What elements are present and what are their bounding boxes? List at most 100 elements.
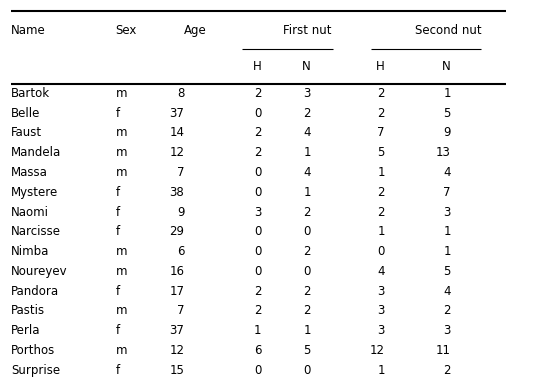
Text: Perla: Perla xyxy=(11,324,41,337)
Text: 4: 4 xyxy=(303,127,311,139)
Text: 12: 12 xyxy=(169,146,184,159)
Text: Porthos: Porthos xyxy=(11,344,55,357)
Text: 6: 6 xyxy=(254,344,261,357)
Text: N: N xyxy=(302,60,311,73)
Text: Second nut: Second nut xyxy=(415,24,482,37)
Text: 1: 1 xyxy=(254,324,261,337)
Text: 1: 1 xyxy=(443,225,451,238)
Text: 8: 8 xyxy=(177,87,184,100)
Text: 1: 1 xyxy=(377,166,385,179)
Text: 0: 0 xyxy=(304,225,311,238)
Text: H: H xyxy=(376,60,385,73)
Text: 6: 6 xyxy=(177,245,184,258)
Text: 4: 4 xyxy=(377,265,385,278)
Text: Name: Name xyxy=(11,24,46,37)
Text: f: f xyxy=(116,107,120,120)
Text: 2: 2 xyxy=(377,186,385,199)
Text: f: f xyxy=(116,186,120,199)
Text: 1: 1 xyxy=(377,225,385,238)
Text: Massa: Massa xyxy=(11,166,48,179)
Text: 2: 2 xyxy=(303,206,311,218)
Text: 2: 2 xyxy=(303,285,311,298)
Text: Mandela: Mandela xyxy=(11,146,61,159)
Text: N: N xyxy=(442,60,451,73)
Text: 5: 5 xyxy=(378,146,385,159)
Text: m: m xyxy=(116,166,127,179)
Text: f: f xyxy=(116,285,120,298)
Text: Naomi: Naomi xyxy=(11,206,49,218)
Text: 1: 1 xyxy=(303,186,311,199)
Text: 7: 7 xyxy=(443,186,451,199)
Text: Mystere: Mystere xyxy=(11,186,58,199)
Text: m: m xyxy=(116,87,127,100)
Text: 0: 0 xyxy=(254,245,261,258)
Text: Nimba: Nimba xyxy=(11,245,49,258)
Text: 2: 2 xyxy=(254,304,261,317)
Text: 1: 1 xyxy=(377,364,385,377)
Text: 15: 15 xyxy=(169,364,184,377)
Text: 7: 7 xyxy=(177,304,184,317)
Text: m: m xyxy=(116,304,127,317)
Text: 2: 2 xyxy=(254,127,261,139)
Text: 0: 0 xyxy=(378,245,385,258)
Text: 37: 37 xyxy=(169,107,184,120)
Text: 16: 16 xyxy=(169,265,184,278)
Text: f: f xyxy=(116,364,120,377)
Text: 4: 4 xyxy=(443,166,451,179)
Text: Surprise: Surprise xyxy=(11,364,60,377)
Text: m: m xyxy=(116,127,127,139)
Text: m: m xyxy=(116,245,127,258)
Text: 2: 2 xyxy=(443,304,451,317)
Text: m: m xyxy=(116,344,127,357)
Text: 2: 2 xyxy=(377,87,385,100)
Text: Pandora: Pandora xyxy=(11,285,59,298)
Text: 14: 14 xyxy=(169,127,184,139)
Text: 4: 4 xyxy=(443,285,451,298)
Text: Bartok: Bartok xyxy=(11,87,50,100)
Text: f: f xyxy=(116,225,120,238)
Text: 2: 2 xyxy=(377,206,385,218)
Text: 1: 1 xyxy=(443,245,451,258)
Text: 1: 1 xyxy=(443,87,451,100)
Text: 9: 9 xyxy=(443,127,451,139)
Text: 1: 1 xyxy=(303,146,311,159)
Text: 5: 5 xyxy=(444,265,451,278)
Text: Noureyev: Noureyev xyxy=(11,265,68,278)
Text: 0: 0 xyxy=(254,364,261,377)
Text: 2: 2 xyxy=(377,107,385,120)
Text: Sex: Sex xyxy=(116,24,137,37)
Text: 0: 0 xyxy=(304,265,311,278)
Text: 2: 2 xyxy=(303,304,311,317)
Text: 7: 7 xyxy=(177,166,184,179)
Text: 0: 0 xyxy=(254,107,261,120)
Text: 11: 11 xyxy=(436,344,451,357)
Text: m: m xyxy=(116,265,127,278)
Text: 17: 17 xyxy=(169,285,184,298)
Text: 38: 38 xyxy=(169,186,184,199)
Text: 0: 0 xyxy=(254,225,261,238)
Text: 3: 3 xyxy=(378,324,385,337)
Text: 2: 2 xyxy=(443,364,451,377)
Text: H: H xyxy=(252,60,261,73)
Text: Faust: Faust xyxy=(11,127,42,139)
Text: 2: 2 xyxy=(254,87,261,100)
Text: 0: 0 xyxy=(254,265,261,278)
Text: 3: 3 xyxy=(444,206,451,218)
Text: 9: 9 xyxy=(177,206,184,218)
Text: 4: 4 xyxy=(303,166,311,179)
Text: 0: 0 xyxy=(254,186,261,199)
Text: 2: 2 xyxy=(254,146,261,159)
Text: 2: 2 xyxy=(303,107,311,120)
Text: 29: 29 xyxy=(169,225,184,238)
Text: 3: 3 xyxy=(444,324,451,337)
Text: f: f xyxy=(116,206,120,218)
Text: Age: Age xyxy=(184,24,207,37)
Text: 3: 3 xyxy=(378,285,385,298)
Text: Narcisse: Narcisse xyxy=(11,225,61,238)
Text: 0: 0 xyxy=(254,166,261,179)
Text: 1: 1 xyxy=(303,324,311,337)
Text: m: m xyxy=(116,146,127,159)
Text: 2: 2 xyxy=(254,285,261,298)
Text: 12: 12 xyxy=(370,344,385,357)
Text: 3: 3 xyxy=(254,206,261,218)
